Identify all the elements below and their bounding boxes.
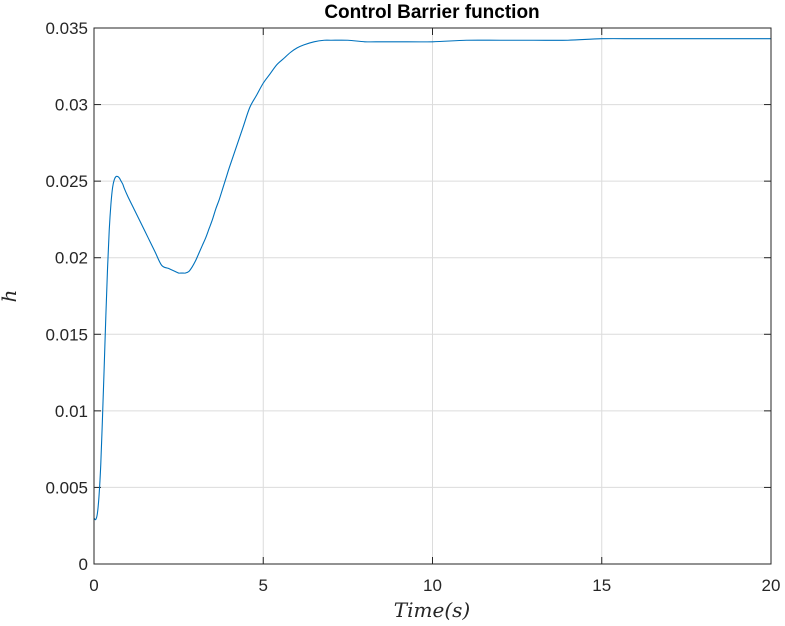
y-tick-label: 0.025 bbox=[45, 172, 88, 191]
grid bbox=[93, 27, 772, 565]
x-tick-labels: 0 5 10 15 20 bbox=[89, 576, 780, 595]
y-tick-label: 0.01 bbox=[55, 402, 88, 421]
x-tick-label: 10 bbox=[423, 576, 442, 595]
y-tick-label: 0.02 bbox=[55, 249, 88, 268]
y-tick-label: 0.035 bbox=[45, 19, 88, 38]
plot-frame bbox=[93, 27, 772, 565]
x-tick-label: 5 bbox=[259, 576, 268, 595]
y-tick-label: 0 bbox=[79, 555, 88, 574]
y-tick-label: 0.005 bbox=[45, 478, 88, 497]
y-tick-labels: 0 0.005 0.01 0.015 0.02 0.025 0.03 0.035 bbox=[45, 19, 88, 574]
chart-title: Control Barrier function bbox=[324, 2, 539, 23]
series-line bbox=[93, 38, 771, 521]
y-axis-label: h bbox=[0, 290, 21, 303]
data-series bbox=[93, 38, 771, 521]
x-tick-label: 0 bbox=[89, 576, 98, 595]
x-tick-label: 15 bbox=[592, 576, 611, 595]
x-tick-label: 20 bbox=[762, 576, 781, 595]
y-tick-label: 0.015 bbox=[45, 325, 88, 344]
x-axis-label: Time(s) bbox=[394, 598, 470, 622]
y-tick-label: 0.03 bbox=[55, 96, 88, 115]
